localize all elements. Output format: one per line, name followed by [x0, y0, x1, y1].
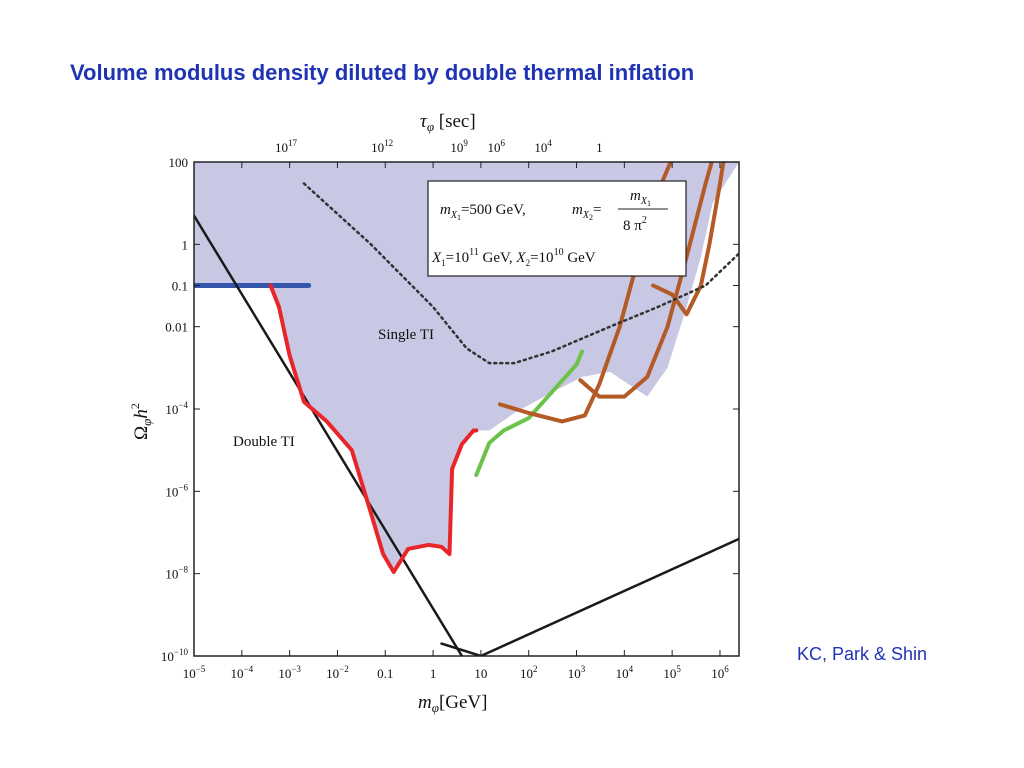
- double-ti-label: Double TI: [233, 434, 295, 450]
- x-tick-label: 10: [474, 666, 487, 681]
- x-tick-label: 103: [568, 664, 586, 681]
- svg-text:X1=1011 GeV, X2=1010 GeV: X1=1011 GeV, X2=1010 GeV: [431, 247, 596, 268]
- top-tick-label: 1: [596, 140, 603, 155]
- top-tick-label: 106: [488, 138, 506, 155]
- y-tick-label: 100: [169, 155, 189, 170]
- series-double_ti_left: [194, 214, 464, 656]
- series-dotted_single_ti: [302, 182, 739, 365]
- series-double_ti_right: [440, 537, 739, 656]
- svg-text:8 π2: 8 π2: [623, 215, 647, 234]
- y-tick-label: 10−10: [161, 647, 189, 664]
- credit-text: KC, Park & Shin: [797, 644, 928, 664]
- x-tick-label: 105: [663, 664, 681, 681]
- y-tick-label: 1: [182, 237, 189, 252]
- series-red_curve: [268, 283, 479, 574]
- y-axis-title: Ωφh2: [128, 403, 154, 440]
- tick-layer: 10−5 10−4 10−3 10−2 0.1 1 10 102 103 104 105 106 100…: [161, 138, 739, 681]
- x-tick-label: 104: [616, 664, 634, 681]
- y-tick-label: 10−8: [165, 565, 188, 582]
- x-tick-label: 106: [711, 664, 729, 681]
- y-tick-label: 0.1: [172, 279, 188, 294]
- top-tick-label: 109: [450, 138, 468, 155]
- x-tick-label: 10−2: [326, 664, 349, 681]
- svg-text:mX1: mX1: [630, 188, 651, 208]
- top-axis-title: τφ [sec]: [420, 111, 476, 134]
- legend-box: mX1=500 GeV, mX2= mX1 8 π2 X1=1011 GeV, …: [427, 180, 687, 277]
- single-ti-label: Single TI: [378, 327, 434, 343]
- top-tick-label: 1012: [371, 138, 393, 155]
- svg-text:mX1=500 GeV,: mX1=500 GeV,: [440, 202, 526, 222]
- top-tick-label: 1017: [275, 138, 298, 155]
- slide-title: Volume modulus density diluted by double…: [70, 60, 695, 85]
- x-tick-label: 102: [520, 664, 538, 681]
- top-tick-label: 104: [534, 138, 552, 155]
- y-tick-label: 10−6: [165, 482, 188, 499]
- x-axis-title: mφ[GeV]: [418, 692, 487, 715]
- series-green_curve: [474, 349, 584, 477]
- series-layer: [194, 162, 739, 656]
- x-tick-label: 1: [430, 666, 437, 681]
- series-brown_2: [578, 162, 714, 399]
- y-tick-label: 0.01: [165, 320, 188, 335]
- x-tick-label: 0.1: [377, 666, 393, 681]
- y-tick-label: 10−4: [165, 400, 188, 417]
- x-tick-label: 10−3: [278, 664, 301, 681]
- x-tick-label: 10−5: [183, 664, 206, 681]
- series-brown_3: [651, 162, 726, 317]
- x-tick-label: 10−4: [231, 664, 254, 681]
- svg-text:mX2=: mX2=: [572, 202, 601, 222]
